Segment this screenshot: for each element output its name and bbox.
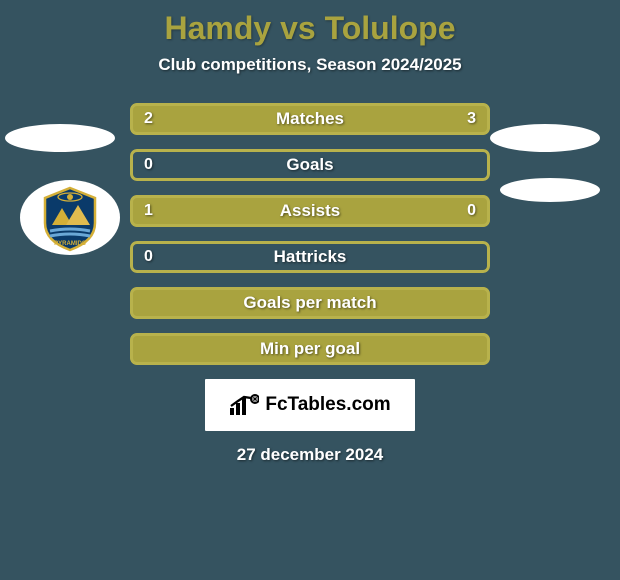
- stat-row: Min per goal: [130, 333, 490, 365]
- bar-value-left: 1: [144, 195, 153, 227]
- bar-value-right: 3: [467, 103, 476, 135]
- team-badge-right: [500, 178, 600, 202]
- page-title: Hamdy vs Tolulope: [0, 10, 620, 47]
- bar-value-left: 2: [144, 103, 153, 135]
- stat-row: Matches2 3: [130, 103, 490, 135]
- bar-label: Assists: [130, 195, 490, 227]
- bar-label: Goals per match: [130, 287, 490, 319]
- bar-label: Min per goal: [130, 333, 490, 365]
- player-avatar-left: [5, 124, 115, 152]
- pyramids-badge-icon: PYRAMIDS: [30, 183, 110, 253]
- date-label: 27 december 2024: [0, 445, 620, 465]
- bar-label: Matches: [130, 103, 490, 135]
- brand-name: FcTables.com: [265, 394, 390, 416]
- stat-bars: Matches23Goals0Assists10Hattricks0Goals …: [130, 103, 490, 365]
- bar-label: Hattricks: [130, 241, 490, 273]
- stat-row: Goals per match: [130, 287, 490, 319]
- stat-row: Hattricks0: [130, 241, 490, 273]
- subtitle: Club competitions, Season 2024/2025: [0, 55, 620, 75]
- player-avatar-right: [490, 124, 600, 152]
- fctables-logo-icon: [229, 394, 259, 416]
- bar-label: Goals: [130, 149, 490, 181]
- team-badge-left: PYRAMIDS: [20, 180, 120, 255]
- brand-badge: FcTables.com: [205, 379, 415, 431]
- stat-row: Assists1 0: [130, 195, 490, 227]
- bar-value-left: 0: [144, 241, 153, 273]
- bar-value-left: 0: [144, 149, 153, 181]
- bar-value-right: 0: [467, 195, 476, 227]
- svg-text:PYRAMIDS: PYRAMIDS: [54, 241, 86, 247]
- stat-row: Goals0: [130, 149, 490, 181]
- comparison-card: Hamdy vs Tolulope Club competitions, Sea…: [0, 0, 620, 580]
